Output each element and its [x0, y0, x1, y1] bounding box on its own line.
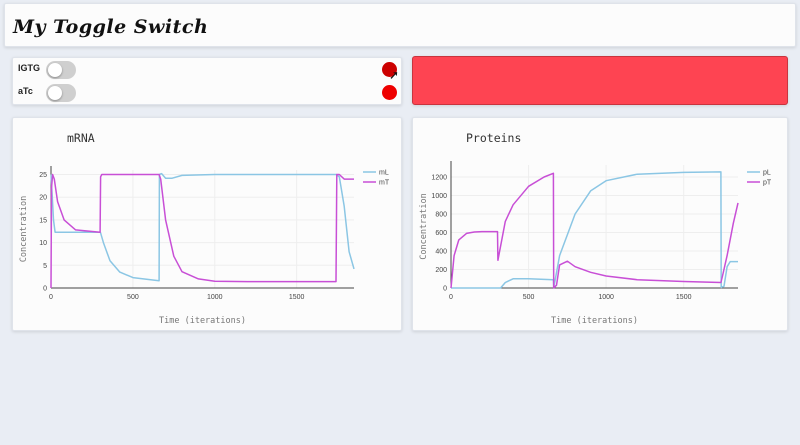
state-color-panel — [412, 56, 788, 105]
y-axis-title: Concentration — [419, 193, 429, 260]
x-tick-label: 500 — [523, 294, 535, 301]
x-axis-title: Time (iterations) — [159, 316, 246, 326]
series-line-pT — [450, 172, 739, 289]
igtg-indicator-light — [382, 62, 397, 77]
mrna-chart-card: mRNA 0 5 10 15 20 25 0 500 1000 1500 mL mT Time (ite… — [12, 117, 402, 331]
atc-indicator-light — [382, 85, 397, 100]
mouse-cursor-icon: ➚ — [389, 68, 400, 82]
y-tick-label: 0 — [43, 286, 47, 293]
y-tick-label: 25 — [39, 172, 47, 179]
igtg-toggle[interactable] — [46, 61, 76, 79]
chart-title: Proteins — [466, 131, 522, 145]
proteins-chart: 0 200 400 600 800 1000 1200 0 500 1000 1500 pL pT Tim… — [419, 161, 772, 326]
atc-label: aTc — [18, 86, 33, 96]
y-tick-label: 600 — [435, 230, 447, 237]
legend-label-mL: mL — [379, 170, 389, 177]
x-tick-label: 1000 — [598, 294, 614, 301]
legend-label-pT: pT — [763, 180, 772, 187]
x-tick-label: 500 — [127, 294, 139, 301]
y-tick-label: 20 — [39, 195, 47, 202]
atc-toggle[interactable] — [46, 84, 76, 102]
toggle-knob — [48, 86, 62, 100]
control-row-atc: aTc — [13, 82, 401, 104]
y-axis-title: Concentration — [19, 196, 29, 263]
toggle-knob — [48, 63, 62, 77]
legend-label-pL: pL — [763, 170, 771, 177]
y-tick-label: 1200 — [431, 175, 447, 182]
proteins-chart-card: Proteins 0 200 400 600 800 1000 1200 0 500 1000 15… — [412, 117, 788, 331]
y-tick-label: 5 — [43, 263, 47, 270]
chart-title: mRNA — [67, 131, 95, 145]
control-row-igtg: IGTG ➚ — [13, 59, 401, 81]
series-line-mT — [50, 173, 354, 289]
y-tick-label: 15 — [39, 217, 47, 224]
mrna-chart: 0 5 10 15 20 25 0 500 1000 1500 mL mT Time (iteratio… — [19, 166, 390, 326]
y-tick-label: 0 — [443, 286, 447, 293]
x-tick-label: 1500 — [676, 294, 692, 301]
legend-label-mT: mT — [379, 180, 390, 187]
x-tick-label: 1500 — [289, 294, 305, 301]
x-tick-label: 0 — [449, 294, 453, 301]
header-bar: My Toggle Switch — [4, 3, 796, 47]
y-tick-label: 800 — [435, 212, 447, 219]
y-tick-label: 10 — [39, 240, 47, 247]
y-tick-label: 200 — [435, 267, 447, 274]
y-tick-label: 400 — [435, 249, 447, 256]
series-line-mL — [50, 172, 355, 282]
igtg-label: IGTG — [18, 63, 40, 73]
x-tick-label: 0 — [49, 294, 53, 301]
app-title: My Toggle Switch — [13, 16, 209, 38]
y-tick-label: 1000 — [431, 193, 447, 200]
x-axis-title: Time (iterations) — [551, 316, 638, 326]
series-line-pL — [451, 171, 738, 289]
controls-panel: IGTG ➚ aTc — [12, 57, 402, 105]
x-tick-label: 1000 — [207, 294, 223, 301]
